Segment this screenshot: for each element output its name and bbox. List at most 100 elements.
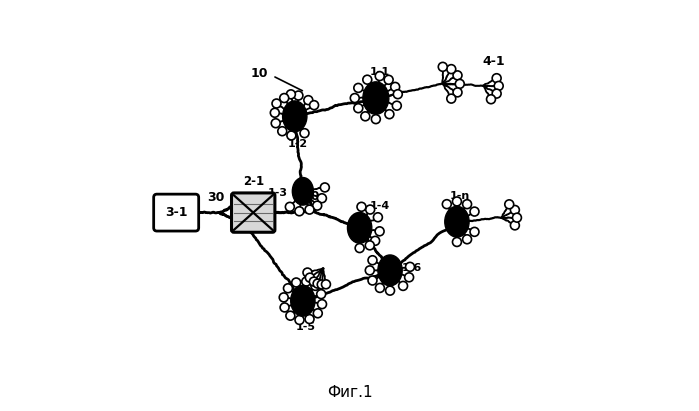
- FancyBboxPatch shape: [231, 193, 275, 232]
- Circle shape: [286, 311, 295, 320]
- Circle shape: [279, 293, 288, 302]
- Circle shape: [357, 202, 366, 211]
- Circle shape: [447, 65, 456, 74]
- Text: 1-5: 1-5: [296, 322, 316, 332]
- Circle shape: [375, 227, 384, 236]
- Circle shape: [310, 101, 319, 110]
- Circle shape: [398, 282, 408, 290]
- Circle shape: [317, 194, 326, 203]
- Circle shape: [371, 115, 380, 124]
- Circle shape: [278, 127, 287, 136]
- Circle shape: [391, 83, 400, 91]
- Circle shape: [452, 197, 461, 206]
- Circle shape: [392, 101, 401, 110]
- Circle shape: [453, 88, 462, 97]
- Circle shape: [317, 290, 326, 298]
- Circle shape: [366, 266, 374, 275]
- Circle shape: [317, 300, 326, 309]
- Circle shape: [505, 200, 514, 209]
- Circle shape: [405, 273, 414, 282]
- Circle shape: [303, 268, 312, 277]
- Circle shape: [386, 286, 394, 295]
- Circle shape: [305, 205, 314, 214]
- Circle shape: [510, 206, 519, 215]
- Circle shape: [354, 104, 363, 113]
- Circle shape: [394, 90, 402, 99]
- Circle shape: [294, 91, 303, 100]
- Circle shape: [492, 74, 501, 83]
- FancyBboxPatch shape: [154, 194, 199, 231]
- Circle shape: [368, 256, 377, 265]
- Circle shape: [280, 94, 289, 102]
- Text: 30: 30: [207, 191, 224, 204]
- Circle shape: [313, 279, 322, 288]
- Circle shape: [463, 200, 472, 209]
- Circle shape: [375, 284, 384, 292]
- Circle shape: [366, 241, 374, 250]
- Circle shape: [366, 205, 375, 214]
- Circle shape: [302, 277, 311, 286]
- Circle shape: [385, 110, 394, 119]
- Circle shape: [442, 200, 452, 209]
- Circle shape: [455, 79, 464, 88]
- Text: 1-n: 1-n: [450, 192, 470, 201]
- Circle shape: [285, 202, 294, 211]
- Text: 1-1: 1-1: [370, 67, 390, 77]
- Text: 1-2: 1-2: [287, 139, 308, 149]
- Circle shape: [487, 95, 496, 104]
- Text: 1-3: 1-3: [268, 188, 287, 199]
- Circle shape: [361, 112, 370, 121]
- Circle shape: [470, 227, 479, 236]
- Circle shape: [280, 303, 289, 312]
- Circle shape: [373, 213, 382, 222]
- Circle shape: [453, 71, 462, 80]
- Text: 3-1: 3-1: [165, 206, 187, 219]
- Text: 20: 20: [302, 189, 319, 203]
- Circle shape: [305, 314, 314, 323]
- Circle shape: [494, 81, 503, 90]
- Circle shape: [284, 284, 292, 293]
- Circle shape: [438, 62, 447, 71]
- Circle shape: [271, 119, 280, 128]
- Circle shape: [317, 280, 326, 289]
- Circle shape: [320, 183, 329, 192]
- Circle shape: [470, 207, 479, 216]
- Text: 2-1: 2-1: [243, 175, 264, 188]
- Circle shape: [312, 201, 322, 210]
- Circle shape: [368, 276, 377, 285]
- Circle shape: [492, 89, 501, 98]
- Circle shape: [291, 278, 301, 287]
- Circle shape: [287, 90, 296, 99]
- Circle shape: [452, 238, 461, 247]
- Circle shape: [311, 282, 320, 290]
- Circle shape: [304, 96, 312, 105]
- Ellipse shape: [378, 255, 402, 286]
- Circle shape: [355, 244, 364, 252]
- Text: 4-1: 4-1: [482, 55, 505, 68]
- Circle shape: [305, 273, 315, 282]
- Circle shape: [300, 129, 309, 138]
- Circle shape: [287, 131, 296, 140]
- Circle shape: [295, 316, 304, 324]
- Text: 10: 10: [251, 67, 268, 80]
- Circle shape: [384, 75, 393, 84]
- Circle shape: [463, 235, 472, 244]
- Text: 1-4: 1-4: [370, 201, 390, 211]
- Circle shape: [322, 280, 331, 289]
- Circle shape: [295, 207, 304, 216]
- Circle shape: [447, 94, 456, 103]
- Ellipse shape: [347, 212, 372, 243]
- Circle shape: [370, 236, 380, 245]
- Text: 1-6: 1-6: [401, 263, 421, 273]
- Circle shape: [375, 72, 384, 81]
- Circle shape: [512, 213, 521, 222]
- Text: Фиг.1: Фиг.1: [326, 385, 373, 400]
- Circle shape: [363, 75, 372, 84]
- Ellipse shape: [363, 82, 389, 114]
- Ellipse shape: [445, 206, 469, 237]
- Circle shape: [310, 277, 318, 286]
- Ellipse shape: [282, 101, 307, 132]
- Circle shape: [354, 83, 363, 92]
- Circle shape: [510, 221, 519, 230]
- Circle shape: [313, 309, 322, 318]
